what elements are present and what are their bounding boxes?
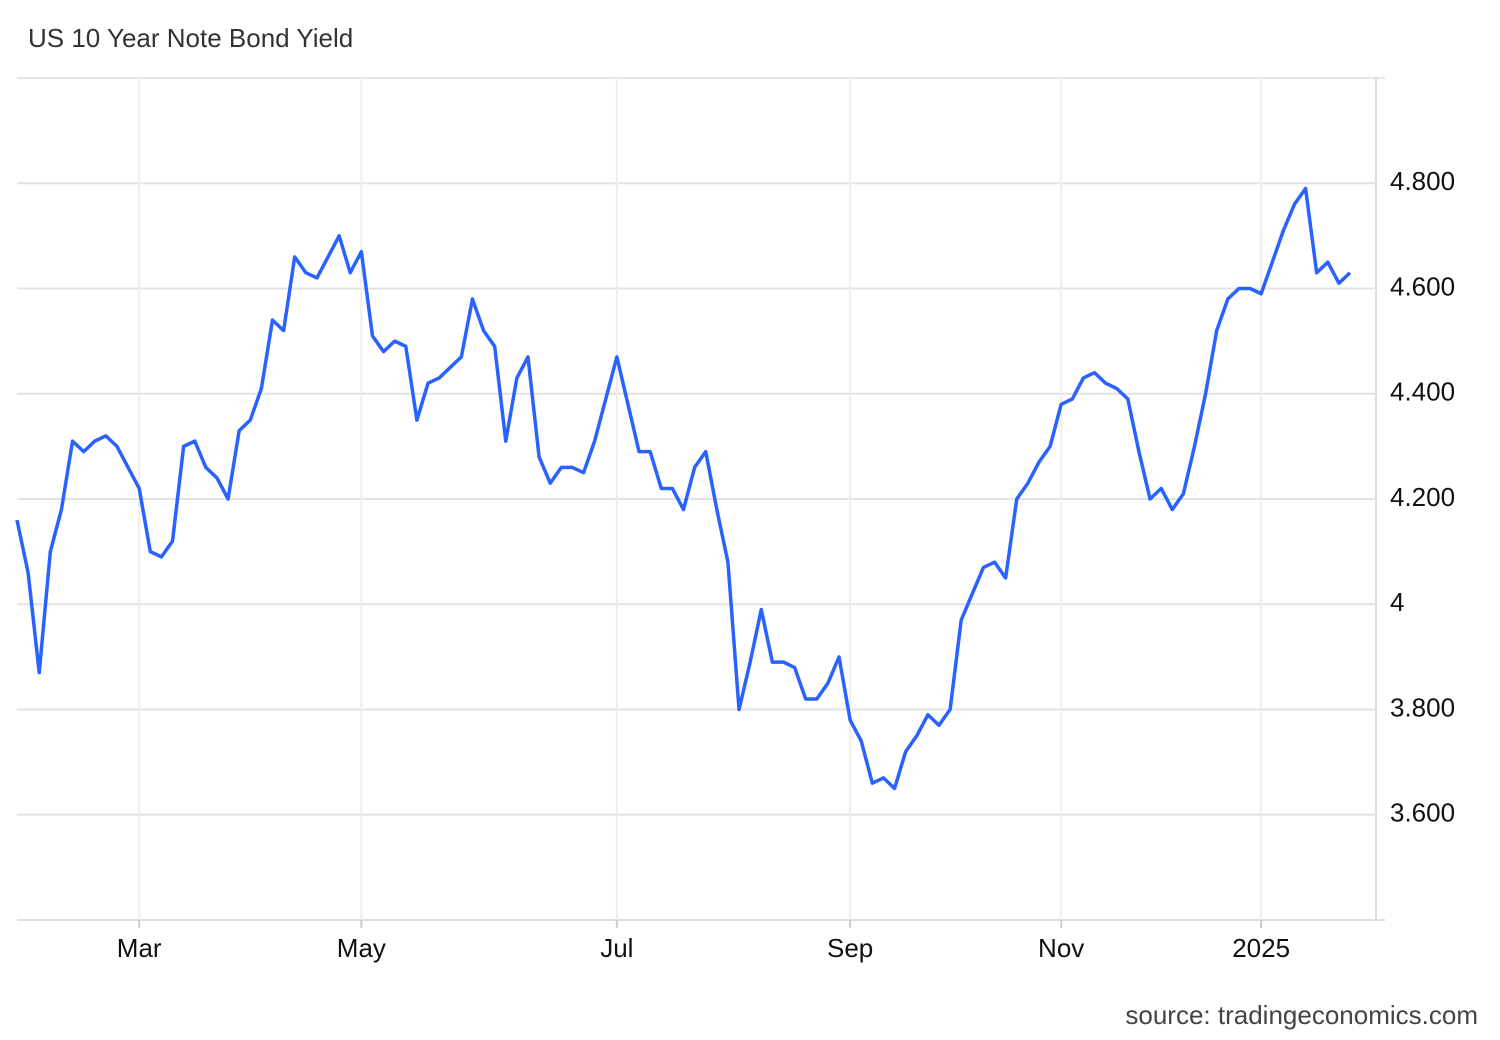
source-note: source: tradingeconomics.com	[1125, 1000, 1478, 1030]
y-tick-label: 4.200	[1390, 482, 1455, 512]
y-tick-label: 4.400	[1390, 377, 1455, 407]
y-tick-label: 4.600	[1390, 271, 1455, 301]
y-tick-label: 4	[1390, 587, 1404, 617]
x-tick-label: Jul	[600, 933, 633, 963]
yield-line	[15, 186, 1352, 791]
y-tick-label: 3.800	[1390, 692, 1455, 722]
x-tick-label: Sep	[827, 933, 873, 963]
y-tick-label: 4.800	[1390, 166, 1455, 196]
grid	[17, 78, 1376, 920]
x-tick-label: May	[337, 933, 386, 963]
chart-title: US 10 Year Note Bond Yield	[28, 23, 353, 53]
x-tick-label: 2025	[1232, 933, 1290, 963]
y-tick-label: 3.600	[1390, 798, 1455, 828]
x-tick-label: Mar	[117, 933, 162, 963]
x-tick-label: Nov	[1038, 933, 1084, 963]
